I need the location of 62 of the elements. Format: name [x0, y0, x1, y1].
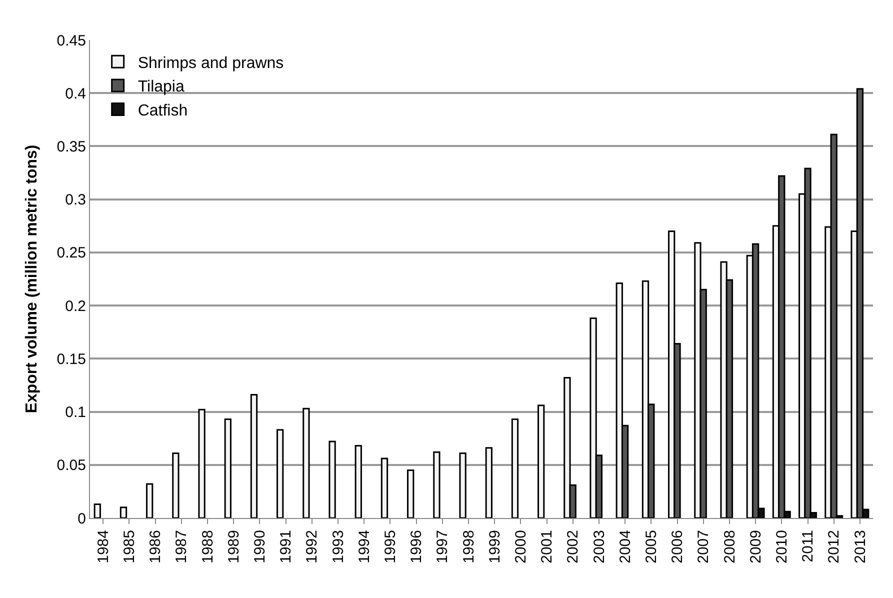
bar [198, 408, 206, 518]
x-tick-label: 2005 [643, 530, 660, 564]
x-tick-label: 2004 [616, 530, 634, 564]
y-axis-title: Export volume (million metric tons) [24, 144, 41, 414]
y-tick-label: 0 [78, 510, 86, 528]
y-tick-label: 0.15 [56, 350, 86, 368]
x-tick-label: 1985 [121, 530, 138, 564]
bar [380, 458, 388, 518]
x-tick-label: 2002 [564, 530, 582, 564]
bar [485, 447, 492, 518]
x-tick-label: 1991 [278, 530, 295, 564]
x-tick-label: 1986 [147, 530, 164, 564]
x-tick-label: 1993 [330, 530, 347, 564]
y-tick-label: 0.35 [56, 138, 86, 156]
x-tick-label: 2000 [512, 530, 530, 564]
bar [120, 506, 128, 518]
x-tick-label: 1989 [225, 530, 242, 564]
x-tick-label: 1984 [94, 530, 112, 564]
x-tick-label: 1998 [460, 530, 478, 564]
y-tick-label: 0.25 [56, 244, 86, 262]
y-tick-label: 0.2 [65, 298, 86, 315]
x-tick-label: 1999 [486, 530, 504, 564]
bar [172, 452, 180, 518]
x-tick-label: 1996 [408, 530, 426, 564]
x-tick-label: 1992 [304, 530, 321, 564]
bar [354, 445, 362, 518]
y-tick-label: 0.45 [56, 32, 86, 50]
y-tick-label: 0.3 [65, 192, 86, 209]
bar [276, 429, 284, 518]
x-tick-label: 2006 [669, 530, 686, 564]
x-tick-label: 2013 [852, 530, 869, 564]
bar [146, 483, 154, 518]
x-tick-label: 2009 [747, 530, 764, 564]
x-tick-label: 2012 [826, 530, 843, 564]
x-tick-label: 1988 [199, 530, 216, 564]
x-tick-label: 1990 [252, 530, 269, 564]
bar [224, 418, 232, 518]
bar [511, 418, 519, 518]
bar [407, 469, 414, 518]
x-tick-label: 2010 [774, 530, 791, 564]
x-tick-label: 1994 [356, 530, 373, 564]
bar [94, 503, 101, 518]
y-tick-label: 0.05 [56, 457, 86, 474]
legend-label: Tilapia [138, 78, 184, 96]
bar [302, 408, 310, 518]
x-tick-label: 2007 [695, 530, 712, 564]
bar [459, 452, 466, 518]
legend-label: Shrimps and prawns [138, 54, 284, 72]
x-tick-label: 2008 [721, 530, 738, 564]
x-tick-label: 2001 [538, 530, 556, 564]
y-tick-label: 0.4 [65, 85, 86, 102]
legend-label: Catfish [138, 102, 188, 120]
x-tick-label: 1997 [434, 530, 452, 564]
bar [328, 440, 336, 518]
y-tick-label: 0.1 [65, 404, 86, 422]
bar [433, 451, 440, 518]
x-tick-label: 1987 [173, 530, 190, 564]
bar [250, 394, 258, 518]
bar [538, 404, 545, 518]
x-tick-label: 1995 [382, 530, 400, 564]
x-tick-label: 2003 [590, 530, 608, 564]
x-tick-label: 2011 [800, 530, 817, 562]
